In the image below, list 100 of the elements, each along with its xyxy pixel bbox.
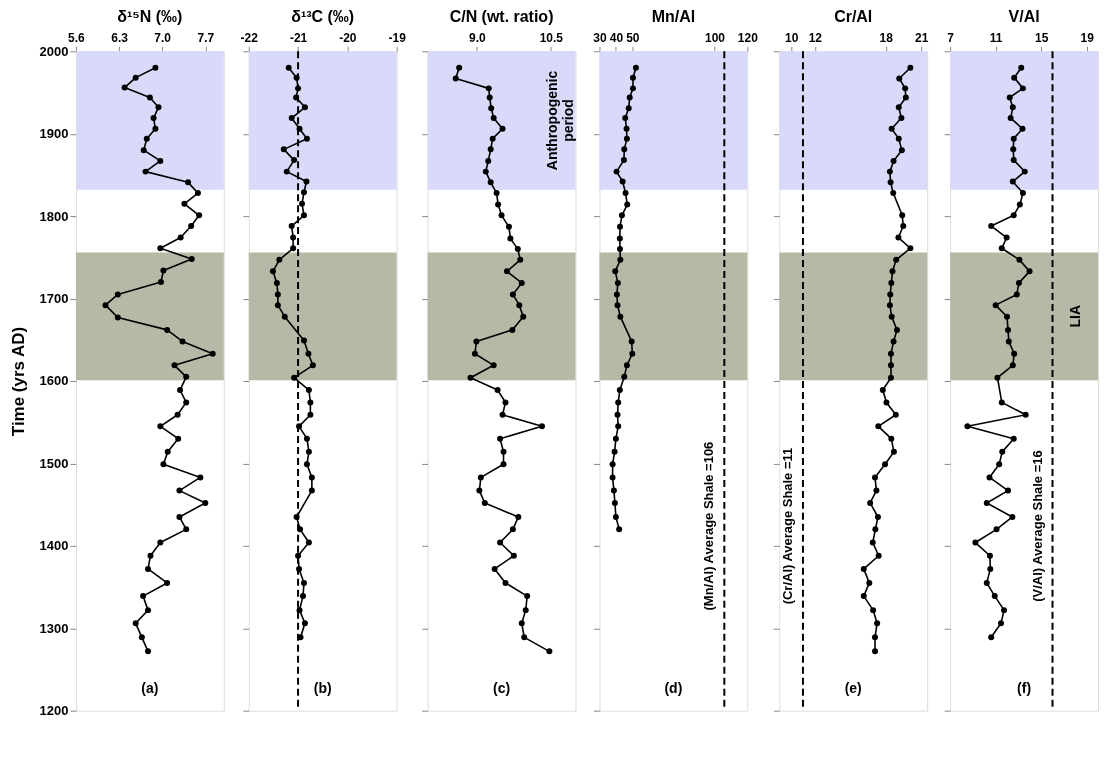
point xyxy=(988,223,995,230)
point xyxy=(502,399,509,406)
point xyxy=(288,115,295,122)
point xyxy=(1022,411,1029,418)
point xyxy=(890,157,897,164)
point xyxy=(285,64,292,71)
x-tick-label: 21 xyxy=(915,30,929,45)
point xyxy=(522,607,529,614)
chart-title: V/Al xyxy=(1008,8,1040,26)
point xyxy=(497,435,504,442)
ref-line-label: (Cr/Al) Average Shale =11 xyxy=(779,447,795,605)
point xyxy=(488,105,495,112)
point xyxy=(1019,85,1026,92)
point xyxy=(487,146,494,153)
point xyxy=(611,448,618,455)
point xyxy=(1009,362,1016,369)
y-tick-label: 2000 xyxy=(39,43,69,59)
x-tick-label: -22 xyxy=(240,30,259,45)
point xyxy=(160,267,167,274)
point xyxy=(992,302,999,309)
point xyxy=(870,607,877,614)
point xyxy=(473,338,480,345)
point xyxy=(197,474,204,481)
point xyxy=(1009,178,1016,185)
point xyxy=(898,115,905,122)
point xyxy=(467,374,474,381)
point xyxy=(290,234,297,241)
point xyxy=(305,448,312,455)
ref-line-label: (V/Al) Average Shale =16 xyxy=(1029,450,1045,602)
point xyxy=(145,648,152,655)
x-tick-label: 40 xyxy=(609,30,624,45)
point xyxy=(293,513,300,520)
chart-title: Mn/Al xyxy=(651,8,696,26)
point xyxy=(964,423,971,430)
point xyxy=(507,235,514,242)
point xyxy=(143,135,150,142)
annotation: (c) xyxy=(493,679,511,696)
point xyxy=(546,648,553,655)
point xyxy=(485,157,492,164)
point xyxy=(296,607,303,614)
y-tick-label: 1200 xyxy=(39,703,69,719)
point xyxy=(300,337,307,344)
point xyxy=(505,223,512,230)
band-label: Anthropogenic period xyxy=(544,70,577,171)
point xyxy=(295,85,302,92)
point xyxy=(615,399,622,406)
point xyxy=(623,125,630,132)
point xyxy=(160,461,167,468)
point xyxy=(300,579,307,586)
point xyxy=(614,302,621,309)
annotation: (a) xyxy=(141,679,159,696)
chart-title: δ¹³C (‰) xyxy=(291,8,355,26)
point xyxy=(509,326,516,333)
point xyxy=(902,85,909,92)
point xyxy=(303,135,310,142)
point xyxy=(495,201,502,208)
point xyxy=(301,104,308,111)
point xyxy=(157,279,164,286)
point xyxy=(296,565,303,572)
point xyxy=(1010,212,1017,219)
point xyxy=(175,435,182,442)
point xyxy=(481,499,488,506)
point xyxy=(164,579,171,586)
point xyxy=(296,125,303,132)
point xyxy=(196,212,203,219)
point xyxy=(183,399,190,406)
point xyxy=(907,64,914,71)
point xyxy=(301,620,308,627)
y-tick-label: 1500 xyxy=(39,455,69,471)
point xyxy=(500,448,507,455)
point xyxy=(900,223,907,230)
point xyxy=(283,168,290,175)
point xyxy=(174,411,181,418)
point xyxy=(297,526,304,533)
point xyxy=(998,245,1005,252)
point xyxy=(986,474,993,481)
point xyxy=(489,135,496,142)
point xyxy=(860,593,867,600)
point xyxy=(1019,190,1026,197)
point xyxy=(991,593,998,600)
point xyxy=(303,435,310,442)
point xyxy=(487,179,494,186)
point xyxy=(875,423,882,430)
point xyxy=(1004,313,1011,320)
point xyxy=(1005,487,1012,494)
point xyxy=(624,201,631,208)
point xyxy=(521,634,528,641)
point xyxy=(895,104,902,111)
point xyxy=(612,435,619,442)
point xyxy=(114,314,121,321)
point xyxy=(617,223,623,230)
point xyxy=(907,245,914,252)
point xyxy=(185,179,192,186)
point xyxy=(613,168,620,175)
y-tick-label: 1800 xyxy=(39,208,69,224)
point xyxy=(503,268,510,275)
point xyxy=(994,374,1001,381)
point xyxy=(477,474,484,481)
point xyxy=(1010,435,1017,442)
point xyxy=(209,350,216,357)
